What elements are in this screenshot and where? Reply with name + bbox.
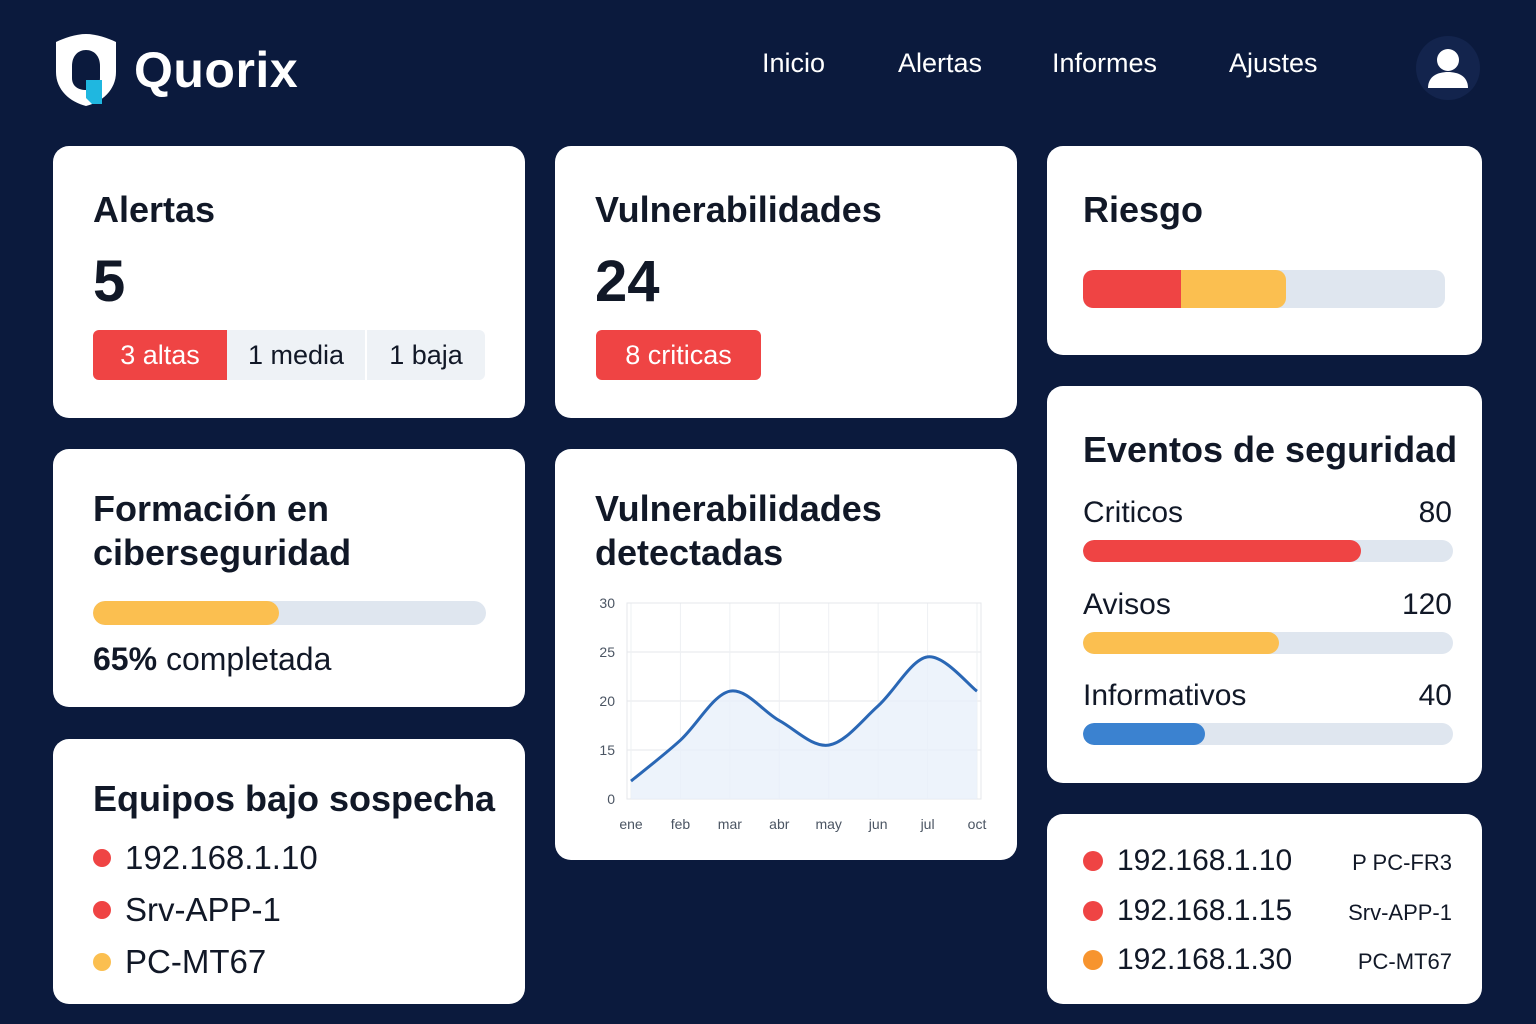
status-dot-icon [1083,851,1103,871]
event-value-info: 40 [1418,679,1452,712]
host-ip: 192.168.1.10 [1117,844,1293,877]
host-row[interactable]: 192.168.1.30 [1083,943,1292,977]
event-value-warnings: 120 [1401,588,1452,621]
training-progress-bar [93,601,486,625]
header: Quorix Inicio Alertas Informes Ajustes [0,0,1536,130]
suspect-item-label: Srv-APP-1 [125,891,281,928]
nav-alertas[interactable]: Alertas [898,48,983,78]
alerts-low-badge[interactable]: 1 baja [367,330,485,380]
hosts-card: 192.168.1.10 P PC-FR3 192.168.1.15 Srv-A… [1047,814,1482,1004]
x-tick-label: may [815,816,841,832]
series-line [630,655,978,783]
chart-title-line1: Vulnerabilidades [595,488,882,529]
x-tick-label: ene [619,816,643,832]
x-tick-label: abr [769,816,790,832]
top-nav: Inicio Alertas Informes Ajustes [0,48,1536,88]
alerts-medium-badge[interactable]: 1 media [227,330,365,380]
x-tick-label: jun [868,816,888,832]
y-tick-label: 20 [599,693,615,709]
host-name: Srv-APP-1 [1348,900,1452,925]
detected-vulns-card: Vulnerabilidades detectadas 0 15 20 25 30 ene… [555,449,1017,860]
series-area [631,656,977,799]
y-tick-label: 15 [599,742,615,758]
host-row[interactable]: 192.168.1.10 [1083,844,1292,878]
host-ip: 192.168.1.30 [1117,943,1293,976]
event-bar-info [1083,723,1453,745]
risk-high-segment [1083,270,1181,308]
event-bar-warnings [1083,632,1453,654]
vulns-line-chart: 0 15 20 25 30 ene feb mar abr may jun jul oct [599,595,987,832]
training-card: Formación en ciberseguridad 65% completa… [53,449,525,707]
risk-card: Riesgo [1047,146,1482,355]
host-row[interactable]: 192.168.1.15 [1083,894,1292,928]
training-progress-fill [93,601,280,625]
training-progress-text: 65% completada [93,641,331,678]
alerts-count: 5 [93,249,126,314]
y-tick-label: 30 [599,595,615,611]
training-suffix: completada [165,641,332,677]
risk-medium-segment [1180,270,1286,308]
event-bar-fill [1083,723,1206,745]
risk-title: Riesgo [1083,189,1204,230]
event-label-critical: Criticos [1083,496,1184,529]
training-percent: 65% [93,641,158,677]
chart-title: Vulnerabilidades detectadas [595,487,882,575]
event-label-info: Informativos [1083,679,1247,712]
alerts-high-badge[interactable]: 3 altas [93,330,227,380]
status-dot-icon [93,953,111,971]
y-tick-label: 25 [599,644,615,660]
events-title: Eventos de seguridad [1083,429,1458,470]
status-dot-icon [93,901,111,919]
nav-ajustes[interactable]: Ajustes [1229,48,1318,78]
training-title: Formación en ciberseguridad [93,487,351,575]
security-events-card: Eventos de seguridad Criticos 80 Avisos … [1047,386,1482,783]
user-icon [1428,49,1468,88]
suspect-devices-card: Equipos bajo sospecha 192.168.1.10 Srv-A… [53,739,525,1004]
shield-logo-icon [56,34,116,106]
critical-vulns-badge[interactable]: 8 criticas [596,330,761,380]
logo[interactable]: Quorix [52,32,298,108]
event-bar-fill [1083,632,1280,654]
nav-informes[interactable]: Informes [1052,48,1158,78]
chart-title-line2: detectadas [595,531,784,573]
event-bar-critical [1083,540,1453,562]
vulns-count: 24 [595,249,660,314]
event-value-critical: 80 [1418,496,1452,529]
suspect-item[interactable]: Srv-APP-1 [93,891,281,929]
x-tick-label: jul [920,816,935,832]
training-title-line2: ciberseguridad [93,531,352,573]
vulns-title: Vulnerabilidades [595,189,882,230]
host-name: P PC-FR3 [1352,850,1452,875]
user-avatar[interactable] [1416,36,1480,100]
status-dot-icon [1083,901,1103,921]
event-bar-fill [1083,540,1361,562]
risk-meter [1083,270,1445,308]
alerts-title: Alertas [93,189,216,230]
x-tick-label: oct [968,816,987,832]
suspect-item-label: PC-MT67 [125,943,267,980]
alerts-card: Alertas 5 3 altas 1 media 1 baja [53,146,525,418]
x-tick-label: mar [718,816,742,832]
status-dot-icon [1083,950,1103,970]
suspect-item[interactable]: 192.168.1.10 [93,839,318,877]
suspect-item-label: 192.168.1.10 [125,839,318,876]
nav-inicio[interactable]: Inicio [762,48,826,78]
y-tick-label: 0 [607,791,615,807]
app-name: Quorix [134,42,299,98]
event-label-warnings: Avisos [1083,588,1171,621]
vulns-card: Vulnerabilidades 24 8 criticas [555,146,1017,418]
status-dot-icon [93,849,111,867]
x-tick-label: feb [671,816,691,832]
host-ip: 192.168.1.15 [1117,894,1293,927]
suspect-item[interactable]: PC-MT67 [93,943,266,981]
suspect-title: Equipos bajo sospecha [93,778,496,819]
training-title-line1: Formación en [93,488,330,529]
host-name: PC-MT67 [1357,949,1452,974]
